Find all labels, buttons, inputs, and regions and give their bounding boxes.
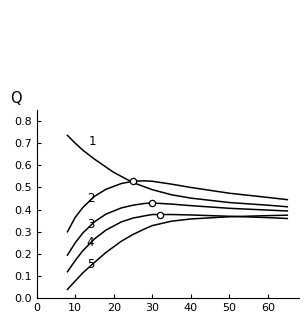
Text: 3: 3	[87, 218, 94, 231]
Text: 1: 1	[89, 135, 96, 148]
Text: 4: 4	[87, 236, 94, 249]
Text: Q: Q	[10, 91, 22, 106]
Text: 5: 5	[87, 258, 94, 271]
Text: 2: 2	[87, 192, 94, 205]
